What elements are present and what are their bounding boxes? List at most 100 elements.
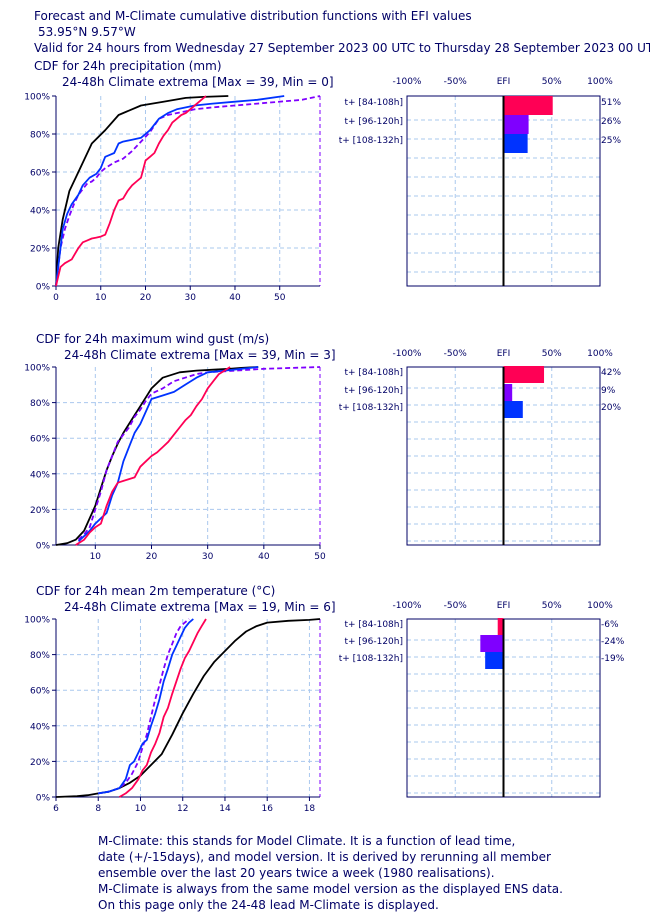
cdf-y-tick-label: 40% (30, 470, 50, 480)
cdf-forecast-line (98, 618, 190, 795)
cdf-x-tick-label: 10 (135, 804, 147, 814)
efi-x-tick-label: EFI (497, 601, 511, 611)
cdf-y-tick-label: 0% (36, 794, 51, 804)
efi-x-tick-label: 100% (587, 349, 613, 359)
efi-row-label: t+ [96-120h] (344, 117, 403, 127)
cdf-climate-line (55, 95, 229, 287)
efi-bar (485, 652, 504, 669)
efi-bar (503, 134, 528, 153)
efi-row-label: t+ [84-108h] (344, 368, 403, 378)
cdf-x-tick-label: 50 (314, 552, 326, 562)
cdf-forecast-line (55, 95, 285, 287)
cdf-climate-line (55, 366, 259, 546)
cdf-x-tick-label: 14 (219, 804, 231, 814)
cdf-forecast-line (77, 366, 259, 543)
cdf-forecast-line (55, 95, 321, 287)
footer-line: On this page only the 24-48 lead M-Clima… (98, 898, 439, 912)
cdf-x-tick-label: 16 (261, 804, 273, 814)
efi-value-label: -6% (601, 620, 619, 630)
footer-note: M-Climate: this stands for Model Climate… (98, 833, 563, 913)
efi-bar (503, 401, 523, 418)
efi-row-label: t+ [84-108h] (344, 620, 403, 630)
cdf-x-tick-label: 30 (185, 293, 197, 303)
cdf-climate-line (55, 618, 321, 798)
efi-bar (503, 384, 513, 401)
efi-bar (503, 366, 545, 383)
cdf-x-tick-label: 50 (274, 293, 286, 303)
cdf-x-tick-label: 40 (229, 293, 241, 303)
efi-x-tick-label: -50% (444, 77, 468, 87)
cdf-x-tick-label: 40 (258, 552, 270, 562)
cdf-forecast-line (75, 366, 231, 546)
efi-value-label: -24% (601, 637, 625, 647)
cdf-y-tick-label: 100% (24, 364, 50, 374)
efi-bar (503, 96, 553, 115)
cdf-y-tick-label: 60% (30, 687, 50, 697)
cdf-forecast-line (55, 95, 207, 287)
location-label: 53.95°N 9.57°W (38, 25, 136, 39)
efi-x-tick-label: -100% (393, 349, 422, 359)
cdf-x-tick-label: 6 (53, 804, 59, 814)
footer-line: date (+/-15days), and model version. It … (98, 850, 551, 864)
efi-x-tick-label: 50% (542, 601, 562, 611)
cdf-x-tick-label: 10 (90, 552, 102, 562)
efi-x-tick-label: EFI (497, 77, 511, 87)
precip-chart-title: CDF for 24h precipitation (mm) (34, 59, 222, 73)
efi-value-label: 51% (601, 98, 621, 108)
cdf-y-tick-label: 60% (30, 169, 50, 179)
cdf-y-tick-label: 0% (36, 283, 51, 293)
cdf-forecast-line (77, 366, 321, 541)
cdf-y-tick-label: 20% (30, 758, 50, 768)
temp-chart-title: CDF for 24h mean 2m temperature (°C) (36, 584, 276, 598)
efi-x-tick-label: -100% (393, 601, 422, 611)
efi-value-label: 9% (601, 386, 616, 396)
cdf-forecast-line (118, 618, 207, 798)
cdf-x-tick-label: 8 (95, 804, 101, 814)
cdf-x-tick-label: 30 (202, 552, 214, 562)
cdf-y-tick-label: 0% (36, 542, 51, 552)
efi-x-tick-label: -100% (393, 77, 422, 87)
cdf-x-tick-label: 18 (304, 804, 316, 814)
cdf-y-tick-label: 80% (30, 399, 50, 409)
efi-value-label: 26% (601, 117, 621, 127)
efi-row-label: t+ [96-120h] (344, 386, 403, 396)
footer-line: M-Climate is always from the same model … (98, 882, 563, 896)
efi-x-tick-label: -50% (444, 349, 468, 359)
efi-x-tick-label: 50% (542, 77, 562, 87)
cdf-y-tick-label: 80% (30, 131, 50, 141)
efi-row-label: t+ [96-120h] (344, 637, 403, 647)
wind-chart-subtitle: 24-48h Climate extrema [Max = 39, Min = … (64, 348, 336, 362)
efi-value-label: -19% (601, 654, 625, 664)
efi-row-label: t+ [84-108h] (344, 98, 403, 108)
cdf-x-tick-label: 20 (146, 552, 158, 562)
wind-chart-title: CDF for 24h maximum wind gust (m/s) (36, 332, 270, 346)
cdf-y-tick-label: 20% (30, 506, 50, 516)
cdf-x-tick-label: 20 (140, 293, 152, 303)
cdf-forecast-line (98, 618, 194, 795)
efi-x-tick-label: 100% (587, 601, 613, 611)
cdf-y-tick-label: 100% (24, 616, 50, 626)
cdf-y-tick-label: 100% (24, 93, 50, 103)
cdf-y-tick-label: 80% (30, 651, 50, 661)
efi-row-label: t+ [108-132h] (339, 403, 403, 413)
efi-x-tick-label: 100% (587, 77, 613, 87)
efi-row-label: t+ [108-132h] (339, 654, 403, 664)
cdf-y-tick-label: 40% (30, 207, 50, 217)
efi-value-label: 25% (601, 136, 621, 146)
page-title: Forecast and M-Climate cumulative distri… (34, 9, 472, 23)
efi-bar (503, 115, 529, 134)
precip-chart-subtitle: 24-48h Climate extrema [Max = 39, Min = … (62, 75, 334, 89)
efi-value-label: 42% (601, 368, 621, 378)
cdf-y-tick-label: 60% (30, 435, 50, 445)
cdf-x-tick-label: 10 (95, 293, 107, 303)
efi-bar (480, 635, 504, 652)
efi-bar (497, 618, 504, 635)
validity-label: Valid for 24 hours from Wednesday 27 Sep… (34, 41, 650, 55)
efi-value-label: 20% (601, 403, 621, 413)
efi-x-tick-label: -50% (444, 601, 468, 611)
cdf-y-tick-label: 20% (30, 245, 50, 255)
temp-chart-subtitle: 24-48h Climate extrema [Max = 19, Min = … (64, 600, 336, 614)
efi-x-tick-label: 50% (542, 349, 562, 359)
footer-line: ensemble over the last 20 years twice a … (98, 866, 495, 880)
